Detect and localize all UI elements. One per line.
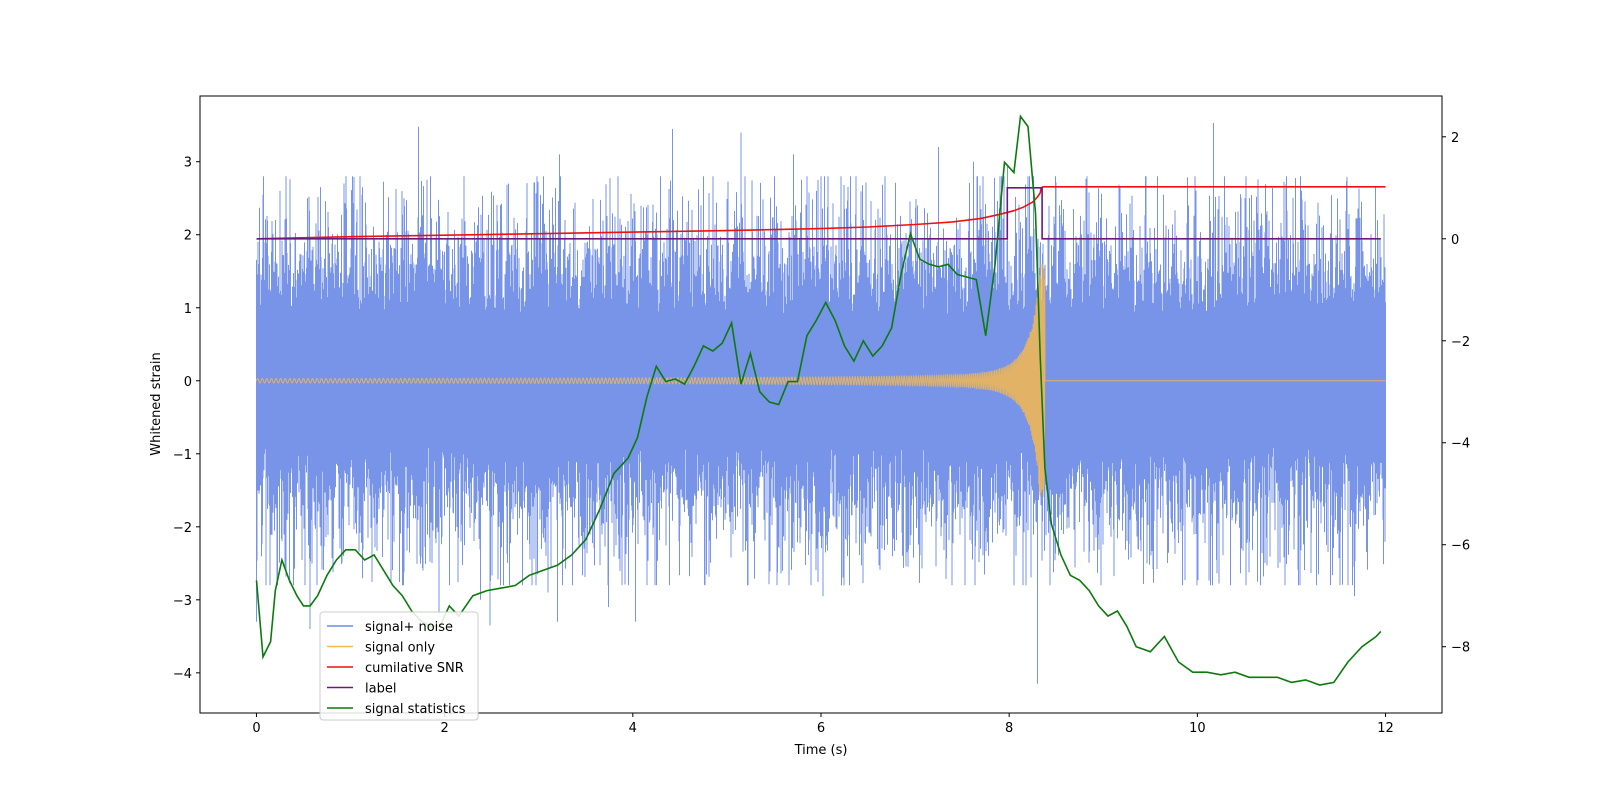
legend-label: signal statistics — [365, 702, 466, 717]
chirp-trace — [255, 264, 1386, 498]
x-axis-ticks: 0 2 4 6 8 10 12 — [252, 713, 1394, 736]
statistics-line — [255, 114, 1382, 686]
y-tick-label: −1 — [173, 448, 192, 463]
legend-box — [319, 611, 479, 721]
x-tick-label: 6 — [817, 721, 825, 736]
y2-axis-ticks: −8 −6 −4 −2 0 2 — [1442, 131, 1470, 656]
x-tick-label: 12 — [1377, 721, 1394, 736]
noise-trace — [256, 123, 1386, 684]
legend-label: cumilative SNR — [365, 661, 464, 676]
y-axis-label: Whitened strain — [149, 352, 164, 455]
x-tick-label: 4 — [629, 721, 637, 736]
legend-label: signal+ noise — [365, 620, 453, 635]
x-axis-label: Time (s) — [794, 743, 848, 758]
y-tick-label: −2 — [173, 521, 192, 536]
x-tick-label: 8 — [1005, 721, 1013, 736]
x-tick-label: 0 — [252, 721, 260, 736]
series-signal-statistics — [255, 114, 1382, 686]
y2-tick-label: −4 — [1451, 437, 1470, 452]
y-tick-label: 2 — [184, 229, 192, 244]
x-tick-label: 10 — [1189, 721, 1206, 736]
y2-tick-label: −6 — [1451, 539, 1470, 554]
y-tick-label: 3 — [184, 156, 192, 171]
y-axis-ticks: −4 −3 −2 −1 0 1 2 3 — [173, 156, 200, 682]
plot-area — [255, 114, 1386, 686]
y2-tick-label: 0 — [1451, 233, 1459, 248]
x-tick-label: 2 — [440, 721, 448, 736]
y2-tick-label: 2 — [1451, 131, 1459, 146]
label-line — [256, 187, 1381, 240]
series-signal-only — [255, 264, 1386, 498]
y2-tick-label: −2 — [1451, 335, 1470, 350]
series-signal-noise — [256, 123, 1386, 684]
legend: signal+ noise signal only cumilative SNR la… — [319, 611, 479, 721]
y-tick-label: −3 — [173, 594, 192, 609]
y2-tick-label: −8 — [1451, 641, 1470, 656]
series-label — [256, 187, 1381, 240]
y-tick-label: −4 — [173, 667, 192, 682]
y-tick-label: 0 — [184, 375, 192, 390]
legend-label: label — [365, 682, 396, 697]
legend-label: signal only — [365, 641, 435, 656]
series-cumulative-snr — [256, 186, 1386, 240]
y-tick-label: 1 — [184, 302, 192, 317]
snr-line — [256, 186, 1386, 240]
